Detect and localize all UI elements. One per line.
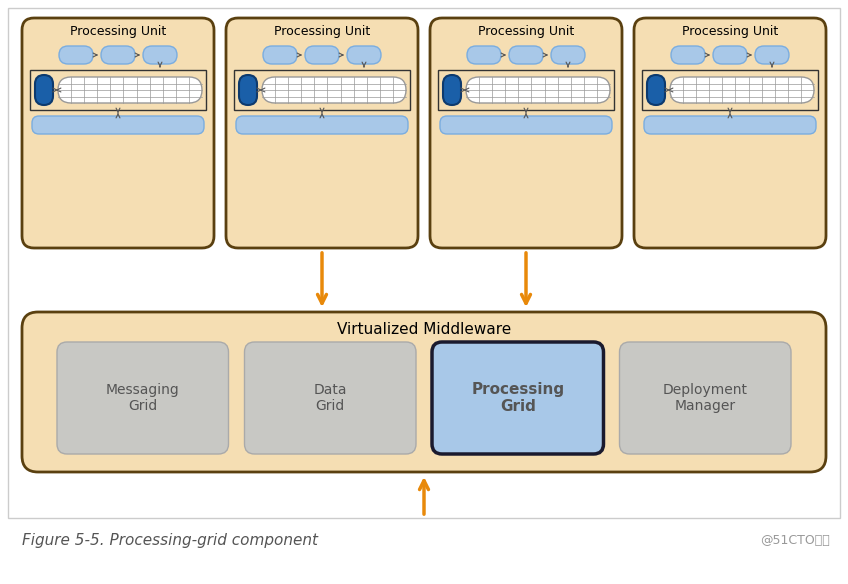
FancyBboxPatch shape [347, 46, 381, 64]
FancyBboxPatch shape [305, 46, 339, 64]
FancyBboxPatch shape [466, 77, 610, 103]
FancyBboxPatch shape [58, 77, 202, 103]
FancyBboxPatch shape [440, 116, 612, 134]
FancyBboxPatch shape [57, 342, 228, 454]
Text: Processing Unit: Processing Unit [682, 26, 778, 39]
Text: Processing Unit: Processing Unit [70, 26, 166, 39]
FancyBboxPatch shape [262, 77, 406, 103]
Text: Figure 5-5. Processing-grid component: Figure 5-5. Processing-grid component [22, 533, 318, 548]
Text: Processing Unit: Processing Unit [478, 26, 574, 39]
Text: @51CTO博客: @51CTO博客 [761, 534, 830, 547]
Text: Messaging
Grid: Messaging Grid [106, 383, 180, 413]
Bar [642, 70, 818, 110]
FancyBboxPatch shape [244, 342, 416, 454]
FancyBboxPatch shape [236, 116, 408, 134]
FancyBboxPatch shape [644, 116, 816, 134]
FancyBboxPatch shape [670, 77, 814, 103]
FancyBboxPatch shape [35, 75, 53, 105]
Bar [8, 8, 840, 518]
FancyBboxPatch shape [443, 75, 461, 105]
FancyBboxPatch shape [22, 312, 826, 472]
FancyBboxPatch shape [59, 46, 93, 64]
FancyBboxPatch shape [647, 75, 665, 105]
Text: Processing Unit: Processing Unit [274, 26, 370, 39]
Text: Processing
Grid: Processing Grid [471, 382, 564, 414]
Bar [30, 70, 206, 110]
FancyBboxPatch shape [239, 75, 257, 105]
FancyBboxPatch shape [755, 46, 789, 64]
FancyBboxPatch shape [467, 46, 501, 64]
Text: Deployment
Manager: Deployment Manager [663, 383, 748, 413]
FancyBboxPatch shape [620, 342, 791, 454]
FancyBboxPatch shape [713, 46, 747, 64]
FancyBboxPatch shape [634, 18, 826, 248]
FancyBboxPatch shape [509, 46, 543, 64]
FancyBboxPatch shape [22, 18, 214, 248]
FancyBboxPatch shape [551, 46, 585, 64]
Bar [234, 70, 410, 110]
FancyBboxPatch shape [432, 342, 604, 454]
Bar [438, 70, 614, 110]
FancyBboxPatch shape [101, 46, 135, 64]
FancyBboxPatch shape [671, 46, 705, 64]
FancyBboxPatch shape [143, 46, 177, 64]
FancyBboxPatch shape [226, 18, 418, 248]
Text: Virtualized Middleware: Virtualized Middleware [337, 322, 511, 338]
FancyBboxPatch shape [32, 116, 204, 134]
FancyBboxPatch shape [430, 18, 622, 248]
FancyBboxPatch shape [263, 46, 297, 64]
Text: Data
Grid: Data Grid [314, 383, 347, 413]
